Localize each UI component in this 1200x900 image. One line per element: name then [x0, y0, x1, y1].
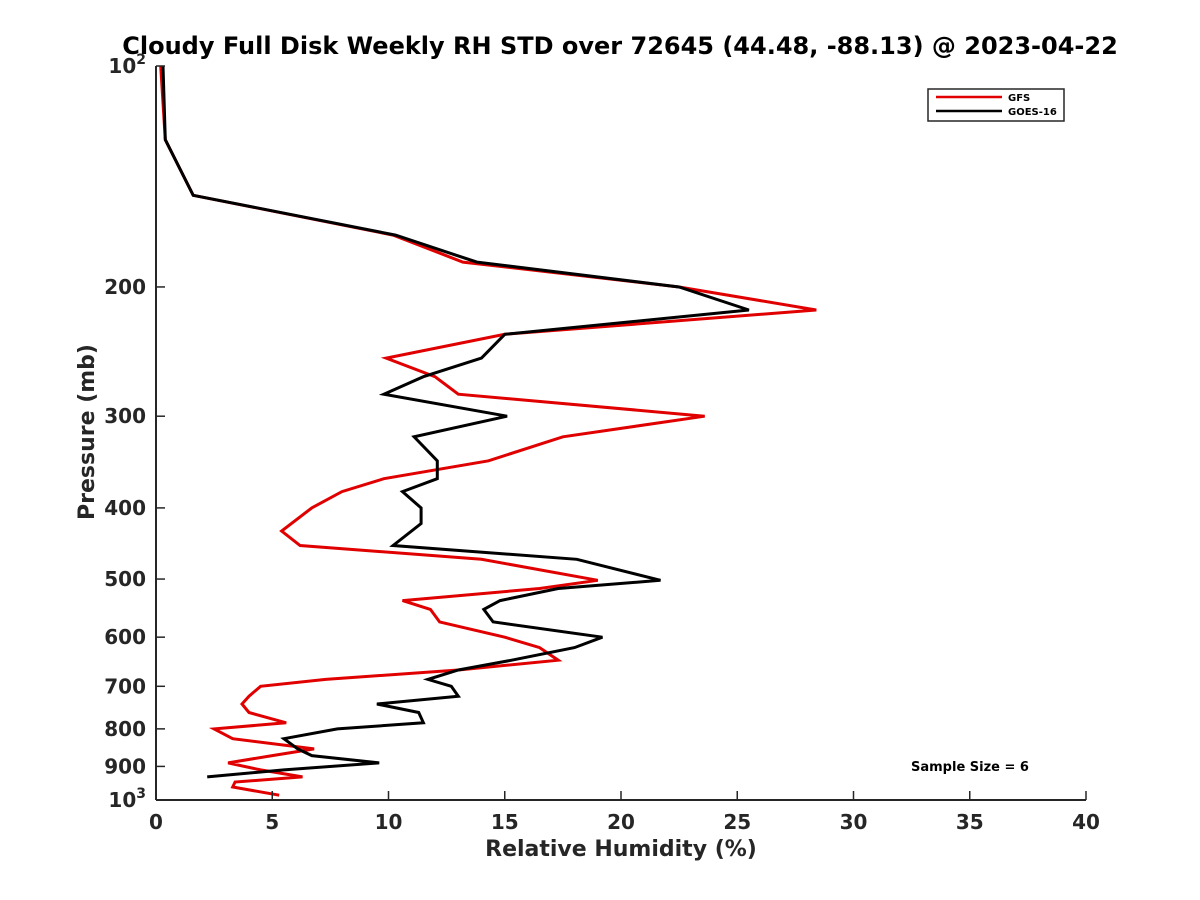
y-tick-label: 900	[104, 754, 146, 778]
y-tick-label: 102	[108, 52, 146, 78]
series-line-gfs	[159, 65, 817, 797]
legend-label-gfs: GFS	[1008, 93, 1030, 104]
y-tick-label: 600	[104, 625, 146, 649]
x-tick-label: 35	[956, 810, 984, 834]
y-tick-label: 300	[104, 404, 146, 428]
x-tick-label: 40	[1072, 810, 1100, 834]
x-tick-label: 30	[840, 810, 868, 834]
axes: 0 5 10 15 20 25 30 35 40 102 200 300 400 500 600 700 80…	[104, 52, 1100, 834]
x-tick-label: 10	[375, 810, 403, 834]
y-tick-label: 800	[104, 717, 146, 741]
chart-title: Cloudy Full Disk Weekly RH STD over 7264…	[122, 32, 1118, 60]
legend-box	[927, 88, 1065, 122]
legend: GFS GOES-16	[927, 88, 1065, 122]
x-tick-label: 25	[723, 810, 751, 834]
y-tick-label: 400	[104, 496, 146, 520]
y-axis-label: Pressure (mb)	[75, 344, 100, 520]
x-axis-label: Relative Humidity (%)	[485, 837, 757, 862]
y-tick-label: 700	[104, 674, 146, 698]
y-ticks: 102 200 300 400 500 600 700 800 900 103	[104, 52, 165, 812]
x-tick-label: 20	[607, 810, 635, 834]
y-tick-label: 500	[104, 567, 146, 591]
series-line-goes16	[161, 65, 750, 779]
x-tick-label: 5	[265, 810, 279, 834]
x-tick-label: 0	[149, 810, 163, 834]
x-ticks: 0 5 10 15 20 25 30 35 40	[149, 791, 1100, 834]
series-layer	[159, 65, 817, 797]
sample-size-annotation: Sample Size = 6	[911, 760, 1029, 775]
x-tick-label: 15	[491, 810, 519, 834]
legend-label-goes16: GOES-16	[1008, 107, 1057, 118]
y-tick-label: 200	[104, 275, 146, 299]
y-tick-label: 103	[108, 786, 146, 812]
